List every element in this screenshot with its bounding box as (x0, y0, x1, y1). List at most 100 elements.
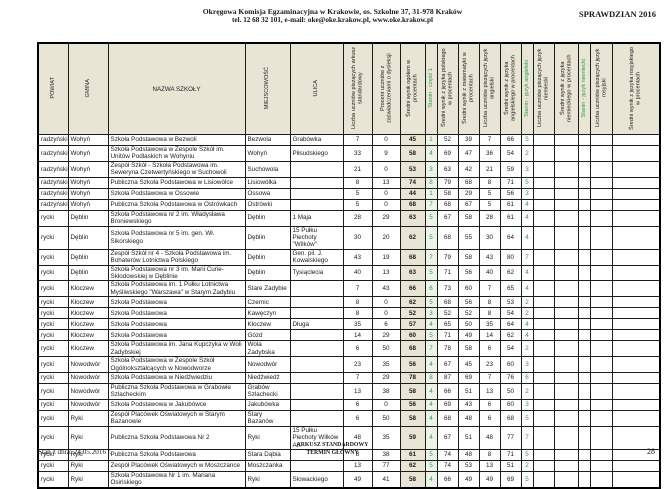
cell-liczba_niemiecki (532, 398, 555, 411)
cell-sredni_jezyk_polski: 63 (436, 160, 459, 178)
cell-nazwa_szkoly: Szkoła Podstawowa Nr 1 im. Mariana Osińs… (107, 470, 246, 489)
cell-sredni_wynik_ogolem: 68 (399, 198, 426, 211)
cell-gmina: Kłoczew (67, 318, 109, 331)
cell-nazwa_szkoly: Szkoła Podstawowa im. Jana Kupczyka w Wo… (107, 340, 246, 358)
table-row: radzyński Wohyń Szkoła Podstawowa w Bezwol… (37, 134, 661, 146)
page-header: Okręgowa Komisja Egzaminacyjna w Krakowi… (120, 7, 545, 25)
cell-sredni_angielski: 59 (499, 160, 522, 178)
cell-stanin_niemiecki (577, 398, 591, 411)
table-header: POWIAT GMINA NAZWA SZKOŁY MIEJSCOWOŚĆ ULICA L… (37, 42, 661, 135)
cell-sredni_niemiecki (553, 264, 579, 282)
cell-nazwa_szkoly: Szkoła Podstawowa w Zespole Szkół im. Un… (107, 145, 246, 162)
column-header-label: ULICA (313, 79, 320, 97)
cell-miejscowosc: Czernic (244, 296, 291, 309)
org-address-line1: Okręgowa Komisja Egzaminacyjna w Krakowi… (202, 7, 463, 16)
cell-sredni_niemiecki (553, 372, 579, 385)
cell-nazwa_szkoly: Zespół Szkół - Szkoła Podstawowa im. Sew… (107, 160, 246, 178)
cell-liczba_rosyjski (589, 280, 613, 298)
cell-stanin_czesc1: 5 (424, 264, 438, 282)
cell-nazwa_szkoly: Szkoła Podstawowa w Jakubówce (107, 398, 246, 411)
cell-ulica (289, 280, 344, 298)
cell-liczba_niemiecki (532, 307, 555, 320)
cell-sredni_jezyk_polski: 58 (436, 187, 459, 200)
cell-sredni_matematyka: 67 (457, 198, 480, 211)
cell-sredni_rosyjski (611, 372, 661, 385)
cell-sredni_jezyk_polski: 67 (436, 356, 459, 374)
cell-gmina: Wohyń (67, 187, 109, 200)
cell-powiat: rycki (37, 356, 69, 374)
cell-stanin_czesc1: 7 (424, 198, 438, 211)
cell-sredni_angielski: 61 (499, 209, 522, 227)
cell-ulica (289, 356, 344, 374)
cell-stanin_angielski: 3 (520, 398, 534, 411)
cell-sredni_rosyjski (611, 187, 661, 200)
cell-gmina: Wohyń (67, 134, 109, 146)
cell-powiat: radzyński (37, 134, 69, 146)
cell-sredni_jezyk_polski: 79 (436, 248, 459, 266)
cell-sredni_rosyjski (611, 329, 661, 342)
cell-procent_dysleksja: 0 (371, 198, 401, 211)
exam-title: SPRAWDZIAN 2016 (578, 9, 656, 19)
cell-nazwa_szkoly: Szkoła Podstawowa im. 1 Pułku Lotnictwa … (107, 280, 246, 298)
cell-powiat: rycki (37, 225, 69, 250)
cell-nazwa_szkoly: Szkoła Podstawowa w Ossowie (107, 187, 246, 200)
cell-liczba_niemiecki (532, 383, 555, 400)
cell-sredni_jezyk_polski: 71 (436, 264, 459, 282)
footer-sheet-info: ARKUSZ STANDARDOWY TERMIN GŁÓWNY (0, 441, 665, 458)
cell-liczba_arkusz_standardowy: 14 (342, 329, 373, 342)
cell-sredni_rosyjski (611, 296, 661, 309)
cell-sredni_rosyjski (611, 209, 661, 227)
cell-sredni_rosyjski (611, 425, 661, 450)
cell-sredni_angielski: 64 (499, 225, 522, 250)
table-row: rycki Nowodwór Publiczna Szkoła Podstawowa… (37, 383, 661, 400)
cell-sredni_matematyka: 56 (457, 296, 480, 309)
table-row: rycki Nowodwór Szkoła Podstawowa w Jakubów… (37, 398, 661, 411)
cell-sredni_angielski: 54 (499, 340, 522, 358)
cell-liczba_arkusz_standardowy: 5 (342, 187, 373, 200)
cell-procent_dysleksja: 6 (371, 318, 401, 331)
cell-sredni_wynik_ogolem: 68 (399, 340, 426, 358)
cell-sredni_niemiecki (553, 398, 579, 411)
cell-powiat: rycki (37, 398, 69, 411)
cell-liczba_arkusz_standardowy: 6 (342, 398, 373, 411)
cell-stanin_niemiecki (577, 264, 591, 282)
cell-gmina: Ryki (67, 470, 109, 489)
cell-stanin_niemiecki (577, 470, 591, 489)
cell-stanin_angielski: 2 (520, 383, 534, 400)
header-row: POWIAT GMINA NAZWA SZKOŁY MIEJSCOWOŚĆ ULICA L… (37, 42, 661, 135)
cell-sredni_niemiecki (553, 329, 579, 342)
cell-miejscowosc: Dęblin (244, 264, 291, 282)
cell-liczba_arkusz_standardowy: 35 (342, 318, 373, 331)
cell-sredni_angielski: 68 (499, 409, 522, 427)
cell-liczba_rosyjski (589, 264, 613, 282)
cell-sredni_niemiecki (553, 248, 579, 266)
cell-sredni_rosyjski (611, 307, 661, 320)
cell-powiat: radzyński (37, 187, 69, 200)
cell-ulica (289, 398, 344, 411)
cell-sredni_jezyk_polski: 73 (436, 280, 459, 298)
column-header-label: NAZWA SZKOŁY (152, 85, 201, 93)
cell-nazwa_szkoly: Publiczna Szkoła Podstawowa w Ostrówkach (107, 198, 246, 211)
cell-procent_dysleksja: 20 (371, 225, 401, 250)
cell-sredni_wynik_ogolem: 58 (399, 409, 426, 427)
cell-stanin_niemiecki (577, 356, 591, 374)
cell-stanin_angielski: 4 (520, 329, 534, 342)
cell-sredni_matematyka: 60 (457, 280, 480, 298)
table-row: rycki Dęblin Szkoła Podstawowa nr 3 im. Ma… (37, 264, 661, 282)
cell-sredni_niemiecki (553, 134, 579, 146)
cell-sredni_wynik_ogolem: 44 (399, 187, 426, 200)
cell-sredni_rosyjski (611, 225, 661, 250)
cell-sredni_angielski: 77 (499, 425, 522, 450)
cell-stanin_angielski: 6 (520, 372, 534, 385)
cell-sredni_matematyka: 43 (457, 398, 480, 411)
cell-sredni_wynik_ogolem: 45 (399, 134, 426, 146)
cell-powiat: rycki (37, 470, 69, 489)
cell-stanin_angielski: 3 (520, 160, 534, 178)
column-header-gmina: GMINA (67, 42, 109, 135)
cell-miejscowosc: Niedźwiedź (244, 372, 291, 385)
cell-nazwa_szkoly: Szkoła Podstawowa (107, 307, 246, 320)
cell-nazwa_szkoly: Szkoła Podstawowa nr 5 im. gen. Wł. Siko… (107, 225, 246, 250)
cell-liczba_arkusz_standardowy: 28 (342, 209, 373, 227)
cell-stanin_czesc1: 4 (424, 145, 438, 162)
cell-miejscowosc: Bezwola (244, 134, 291, 146)
